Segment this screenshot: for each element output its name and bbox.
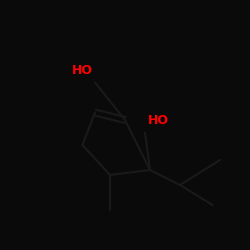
Text: HO: HO	[72, 64, 92, 78]
Text: HO: HO	[148, 114, 169, 128]
